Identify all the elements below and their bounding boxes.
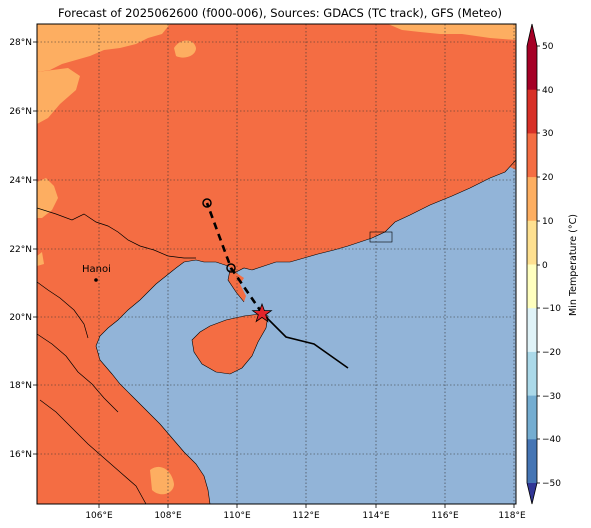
colorbar-ticks [537, 45, 540, 484]
map-frame [36, 23, 517, 505]
hanoi-label: Hanoi [82, 264, 111, 275]
lat-tick-label: 22°N [9, 245, 32, 255]
colorbar-tick-label: 20 [542, 173, 554, 183]
hanoi-dot [94, 278, 98, 282]
colorbar-segment [527, 308, 537, 353]
colorbar-segment [527, 439, 537, 484]
colorbar-segment [527, 177, 537, 222]
lon-tick-label: 106°E [85, 511, 113, 521]
colorbar-tick-label: 40 [542, 86, 554, 96]
colorbar-segment [527, 264, 537, 309]
colorbar-tick-label: −40 [542, 435, 561, 445]
cool-region-yunnan [37, 178, 58, 218]
colorbar-segment [527, 220, 537, 265]
lon-tick-label: 116°E [431, 511, 459, 521]
gridlines [37, 24, 516, 504]
lat-tick-label: 18°N [9, 381, 32, 391]
cool-region-north [37, 24, 170, 72]
colorbar-tick-label: 10 [542, 217, 554, 227]
colorbar-label: Min Temperature (°C) [568, 214, 579, 316]
colorbar-segment [527, 89, 537, 134]
colorbar-segment [527, 395, 537, 440]
colorbar-tick-labels: 50 40 30 20 10 0 −10 −20 −30 −40 −50 [542, 42, 561, 489]
hainan-island [192, 314, 268, 374]
axis-ticks [33, 41, 515, 508]
lon-tick-label: 110°E [223, 511, 251, 521]
lon-tick-label: 108°E [154, 511, 182, 521]
lat-tick-label: 16°N [9, 450, 32, 460]
mainland-landmass [37, 24, 516, 504]
current-position-star-icon [251, 302, 273, 323]
colorbar-tick-label: 30 [542, 129, 554, 139]
lat-tick-label: 24°N [9, 176, 32, 186]
forecast-position-marker-2 [202, 198, 212, 208]
colorbar-extend-bottom [527, 483, 537, 504]
lat-tick-label: 28°N [9, 38, 32, 48]
pearl-river-estuary-box [369, 231, 393, 243]
latitude-labels: 16°N 18°N 20°N 22°N 24°N 26°N 28°N [9, 38, 32, 460]
colorbar-segment [527, 133, 537, 178]
longitude-labels: 106°E 108°E 110°E 112°E 114°E 116°E 118°… [85, 511, 526, 521]
coastlines [95, 159, 516, 504]
lat-tick-label: 26°N [9, 107, 32, 117]
forecast-track-line [205, 202, 264, 314]
colorbar-tick-label: −30 [542, 392, 561, 402]
colorbar-tick-label: 50 [542, 42, 554, 52]
cool-region-spot [174, 40, 196, 58]
colorbar-tick-label: −50 [542, 479, 561, 489]
lon-tick-label: 114°E [362, 511, 390, 521]
colorbar-tick-label: −20 [542, 348, 561, 358]
forecast-position-marker-1 [226, 263, 236, 273]
past-track-line [261, 312, 349, 369]
lon-tick-label: 112°E [292, 511, 320, 521]
colorbar-segment [527, 46, 537, 91]
cool-region-northwest [37, 68, 80, 124]
cool-region-west-spot [37, 252, 44, 266]
map-panel: Hanoi [37, 24, 516, 504]
colorbar: 50 40 30 20 10 0 −10 −20 −30 −40 −50 Min… [526, 23, 579, 505]
lon-tick-label: 118°E [498, 511, 526, 521]
colorbar-tick-label: 0 [542, 261, 548, 271]
map-title: Forecast of 2025062600 (f000-006), Sourc… [58, 6, 502, 20]
lat-tick-label: 20°N [9, 313, 32, 323]
colorbar-segments [527, 24, 537, 504]
colorbar-tick-label: −10 [542, 304, 561, 314]
storm-track [202, 198, 349, 369]
cool-region-upper-right [388, 24, 516, 40]
colorbar-extend-top [527, 24, 537, 46]
colorbar-segment [527, 351, 537, 397]
